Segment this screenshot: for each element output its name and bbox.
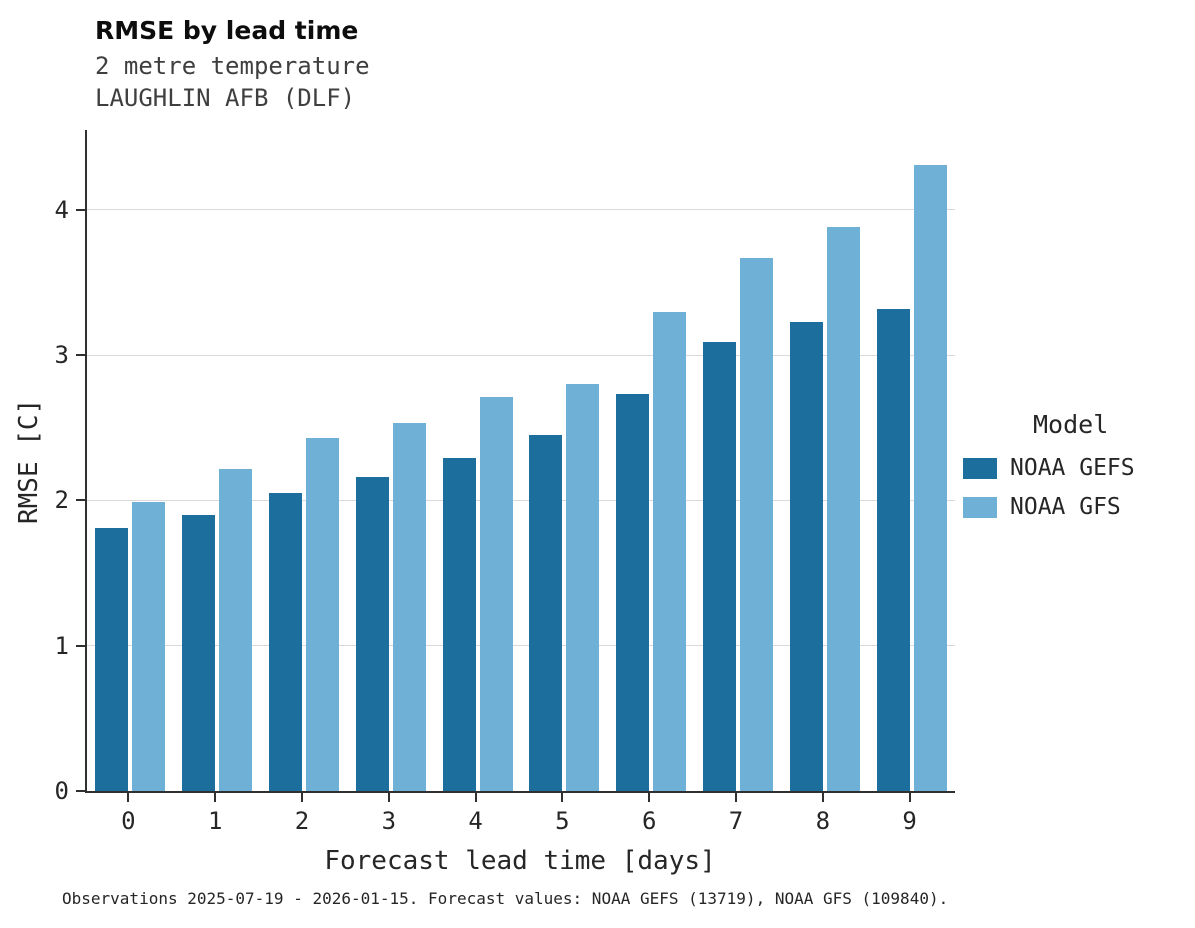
legend-entry-noaa-gfs: NOAA GFS [963, 494, 1135, 520]
x-tick-label-0: 0 [121, 807, 136, 835]
y-tick-label-3: 3 [54, 341, 69, 370]
x-tick-mark-1 [214, 793, 217, 802]
bar-noaa-gfs-day-2 [306, 437, 339, 791]
x-tick-label-1: 1 [207, 807, 223, 835]
y-tick-mark-2 [76, 499, 85, 502]
x-tick-mark-4 [474, 793, 477, 802]
bar-noaa-gfs-day-7 [740, 257, 773, 791]
x-axis-label: Forecast lead time [days] [324, 846, 716, 876]
y-tick-label-4: 4 [54, 195, 69, 224]
bar-noaa-gefs-day-7 [703, 342, 736, 791]
legend-entry-noaa-gefs: NOAA GEFS [963, 455, 1135, 481]
chart-subtitle-variable: 2 metre temperature [95, 52, 370, 80]
bar-noaa-gfs-day-5 [566, 384, 600, 791]
bar-noaa-gfs-day-1 [219, 468, 253, 791]
x-tick-mark-7 [735, 793, 737, 802]
x-tick-mark-5 [561, 793, 564, 802]
plot-area [85, 130, 955, 793]
legend: Model NOAA GEFS NOAA GFS [963, 410, 1135, 533]
y-tick-mark-0 [76, 790, 85, 792]
bar-noaa-gfs-day-3 [392, 423, 426, 791]
bar-noaa-gefs-day-3 [355, 477, 389, 791]
legend-title: Model [1033, 410, 1109, 439]
bar-noaa-gefs-day-8 [789, 321, 823, 791]
bar-noaa-gefs-day-6 [616, 394, 650, 791]
x-tick-label-4: 4 [468, 807, 483, 835]
legend-entries: NOAA GEFS NOAA GFS [963, 455, 1135, 520]
gridline-y-2 [87, 499, 955, 501]
x-tick-label-3: 3 [381, 807, 397, 835]
x-tick-label-7: 7 [728, 807, 744, 835]
x-tick-mark-8 [821, 793, 824, 802]
bar-noaa-gfs-day-6 [653, 311, 687, 791]
legend-swatch-noaa-gfs [963, 496, 997, 518]
y-tick-label-2: 2 [54, 486, 69, 515]
chart-subtitle-station: LAUGHLIN AFB (DLF) [95, 84, 356, 112]
bar-noaa-gfs-day-8 [826, 227, 860, 791]
y-axis-label: RMSE [C] [14, 398, 44, 525]
x-tick-mark-3 [387, 793, 390, 802]
legend-label: NOAA GEFS [1010, 455, 1135, 481]
x-tick-mark-0 [127, 793, 130, 802]
gridline-y-4 [87, 209, 955, 211]
x-tick-label-9: 9 [902, 807, 917, 835]
y-tick-label-1: 1 [54, 631, 69, 660]
bar-noaa-gefs-day-5 [529, 435, 563, 791]
y-tick-mark-1 [76, 644, 85, 647]
gridline-y-1 [87, 645, 955, 647]
y-tick-mark-3 [76, 354, 85, 357]
x-tick-mark-9 [908, 793, 911, 802]
x-tick-label-5: 5 [555, 807, 570, 835]
x-tick-label-2: 2 [294, 807, 310, 835]
x-tick-label-8: 8 [815, 807, 831, 835]
y-tick-mark-4 [76, 208, 85, 211]
chart-title: RMSE by lead time [95, 16, 359, 45]
bar-noaa-gfs-day-0 [132, 501, 166, 791]
x-tick-mark-2 [301, 793, 303, 802]
bar-noaa-gefs-day-0 [95, 528, 129, 791]
chart-caption: Observations 2025-07-19 - 2026-01-15. Fo… [62, 889, 949, 908]
bar-noaa-gefs-day-4 [442, 458, 476, 791]
legend-swatch-noaa-gefs [963, 457, 997, 479]
bar-noaa-gefs-day-1 [182, 514, 216, 791]
x-tick-label-6: 6 [641, 807, 657, 835]
legend-label: NOAA GFS [1010, 494, 1121, 520]
gridline-y-3 [87, 354, 955, 356]
x-tick-mark-6 [648, 793, 651, 802]
y-tick-label-0: 0 [54, 777, 69, 805]
bar-noaa-gfs-day-9 [913, 164, 947, 791]
bar-noaa-gfs-day-4 [479, 397, 513, 791]
bar-noaa-gefs-day-9 [876, 308, 910, 791]
bar-noaa-gefs-day-2 [269, 493, 302, 791]
